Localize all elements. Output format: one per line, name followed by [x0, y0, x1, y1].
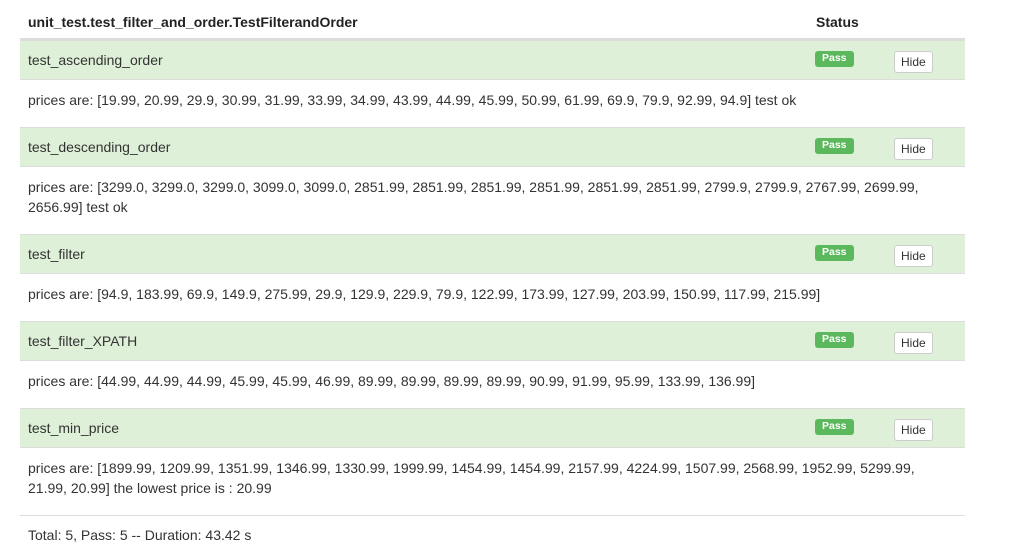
test-detail: prices are: [19.99, 20.99, 29.9, 30.99, … — [28, 92, 797, 108]
test-report: unit_test.test_filter_and_order.TestFilt… — [20, 0, 965, 550]
test-row: test_filter_XPATH Pass Hide — [20, 321, 965, 361]
test-detail: prices are: [1899.99, 1209.99, 1351.99, … — [28, 460, 915, 496]
hide-button[interactable]: Hide — [894, 245, 933, 267]
pass-badge: Pass — [815, 138, 854, 154]
hide-button[interactable]: Hide — [894, 138, 933, 160]
pass-badge: Pass — [815, 332, 854, 348]
hide-button[interactable]: Hide — [894, 51, 933, 73]
test-row: test_descending_order Pass Hide — [20, 127, 965, 167]
report-footer: Total: 5, Pass: 5 -- Duration: 43.42 s — [20, 515, 965, 550]
status-column-header: Status — [816, 14, 859, 30]
pass-badge: Pass — [815, 51, 854, 67]
test-detail: prices are: [44.99, 44.99, 44.99, 45.99,… — [28, 373, 756, 389]
test-detail: prices are: [3299.0, 3299.0, 3299.0, 309… — [28, 179, 919, 215]
hide-button[interactable]: Hide — [894, 332, 933, 354]
test-row: test_filter Pass Hide — [20, 234, 965, 274]
pass-badge: Pass — [815, 419, 854, 435]
suite-name: unit_test.test_filter_and_order.TestFilt… — [28, 14, 358, 30]
test-name: test_min_price — [28, 420, 120, 436]
summary-text: Total: 5, Pass: 5 -- Duration: 43.42 s — [28, 527, 252, 543]
hide-button[interactable]: Hide — [894, 419, 933, 441]
report-header: unit_test.test_filter_and_order.TestFilt… — [20, 0, 965, 40]
pass-badge: Pass — [815, 245, 854, 261]
test-name: test_filter_XPATH — [28, 333, 138, 349]
test-row: test_min_price Pass Hide — [20, 408, 965, 448]
test-detail: prices are: [94.9, 183.99, 69.9, 149.9, … — [28, 286, 821, 302]
test-name: test_descending_order — [28, 139, 171, 155]
test-name: test_filter — [28, 246, 85, 262]
test-name: test_ascending_order — [28, 52, 163, 68]
test-row: test_ascending_order Pass Hide — [20, 40, 965, 80]
